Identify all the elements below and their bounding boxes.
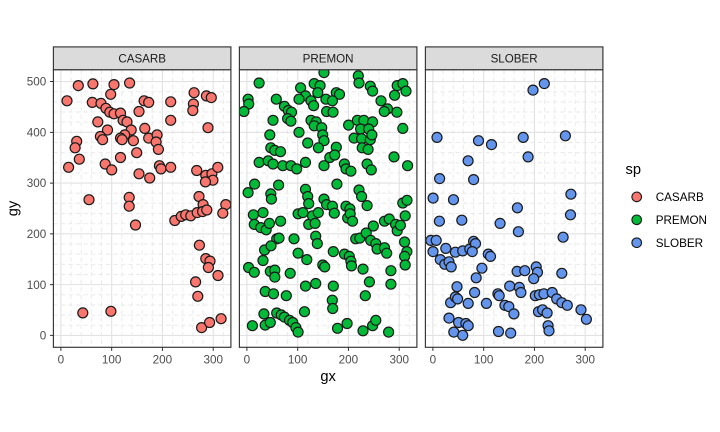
svg-text:200: 200 <box>339 353 359 366</box>
svg-text:gy: gy <box>6 200 22 216</box>
svg-text:0: 0 <box>40 330 47 343</box>
svg-text:PREMON: PREMON <box>656 214 707 227</box>
svg-text:CASARB: CASARB <box>118 52 166 65</box>
svg-text:0: 0 <box>244 353 251 366</box>
svg-text:0: 0 <box>58 353 65 366</box>
svg-text:SLOBER: SLOBER <box>656 237 703 250</box>
svg-text:200: 200 <box>153 353 173 366</box>
svg-text:300: 300 <box>27 177 47 190</box>
svg-text:CASARB: CASARB <box>656 191 704 204</box>
svg-text:400: 400 <box>27 127 47 140</box>
svg-text:100: 100 <box>27 279 47 292</box>
svg-text:SLOBER: SLOBER <box>491 52 538 65</box>
svg-text:300: 300 <box>203 353 223 366</box>
svg-text:PREMON: PREMON <box>303 52 354 65</box>
svg-text:300: 300 <box>389 353 409 366</box>
svg-text:0: 0 <box>430 353 437 366</box>
svg-text:200: 200 <box>27 228 47 241</box>
svg-text:100: 100 <box>474 353 494 366</box>
svg-text:100: 100 <box>102 353 122 366</box>
svg-text:100: 100 <box>288 353 308 366</box>
svg-text:300: 300 <box>575 353 595 366</box>
svg-text:sp: sp <box>626 162 642 178</box>
svg-text:200: 200 <box>525 353 545 366</box>
svg-text:gx: gx <box>320 369 336 385</box>
svg-text:500: 500 <box>27 76 47 89</box>
